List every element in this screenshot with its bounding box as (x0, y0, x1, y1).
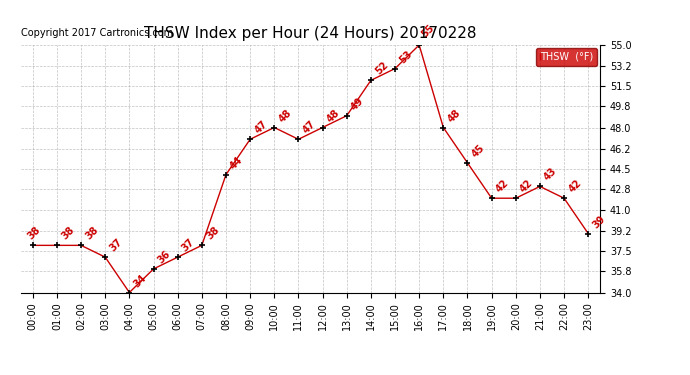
Text: 38: 38 (59, 225, 76, 242)
Text: 42: 42 (494, 178, 511, 195)
Text: 47: 47 (253, 119, 269, 136)
Text: 42: 42 (518, 178, 535, 195)
Text: 39: 39 (591, 213, 607, 230)
Text: 37: 37 (180, 237, 197, 254)
Text: 42: 42 (566, 178, 583, 195)
Text: 37: 37 (108, 237, 124, 254)
Text: 48: 48 (277, 107, 293, 124)
Text: 47: 47 (301, 119, 317, 136)
Legend: THSW  (°F): THSW (°F) (536, 48, 598, 66)
Text: 55: 55 (419, 22, 436, 39)
Text: 38: 38 (26, 225, 42, 242)
Text: 53: 53 (397, 48, 414, 65)
Text: 38: 38 (204, 225, 221, 242)
Text: 34: 34 (132, 272, 148, 289)
Text: 43: 43 (542, 166, 559, 183)
Title: THSW Index per Hour (24 Hours) 20170228: THSW Index per Hour (24 Hours) 20170228 (144, 26, 477, 41)
Text: 45: 45 (470, 143, 486, 159)
Text: 49: 49 (349, 96, 366, 112)
Text: 48: 48 (446, 107, 462, 124)
Text: 52: 52 (373, 60, 390, 77)
Text: Copyright 2017 Cartronics.com: Copyright 2017 Cartronics.com (21, 28, 172, 38)
Text: 38: 38 (83, 225, 100, 242)
Text: 44: 44 (228, 154, 245, 171)
Text: 36: 36 (156, 249, 172, 266)
Text: 48: 48 (325, 107, 342, 124)
